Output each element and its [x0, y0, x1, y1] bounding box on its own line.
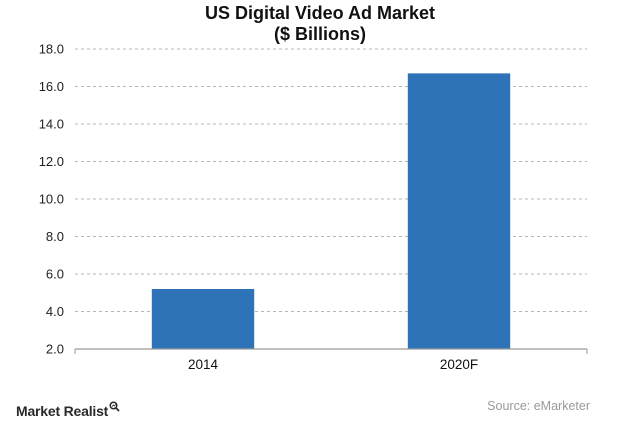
y-tick-label: 2.0 [46, 342, 64, 357]
y-tick-label: 14.0 [39, 117, 64, 132]
bar-2020f [407, 73, 511, 349]
x-tick-label: 2020F [440, 357, 478, 372]
brand-logo: Market Realist [16, 401, 120, 419]
y-tick-label: 8.0 [46, 229, 64, 244]
y-tick-label: 4.0 [46, 304, 64, 319]
bar-2014 [151, 289, 255, 349]
magnifier-icon [109, 399, 120, 415]
brand-name: Market Realist [16, 403, 109, 419]
gridlines [75, 48, 587, 312]
y-tick-label: 16.0 [39, 79, 64, 94]
y-tick-label: 18.0 [39, 42, 64, 57]
source-note: Source: eMarketer [487, 399, 590, 413]
y-tick-label: 6.0 [46, 267, 64, 282]
y-axis-ticks: 2.0 4.0 6.0 8.0 10.0 12.0 14.0 16.0 18.0 [39, 42, 64, 357]
y-tick-label: 12.0 [39, 154, 64, 169]
chart-subtitle: ($ Billions) [274, 24, 366, 44]
bars [151, 73, 511, 349]
chart-title: US Digital Video Ad Market [205, 3, 435, 23]
y-tick-label: 10.0 [39, 192, 64, 207]
x-axis-labels: 2014 2020F [188, 357, 478, 372]
x-tick-label: 2014 [188, 357, 219, 372]
